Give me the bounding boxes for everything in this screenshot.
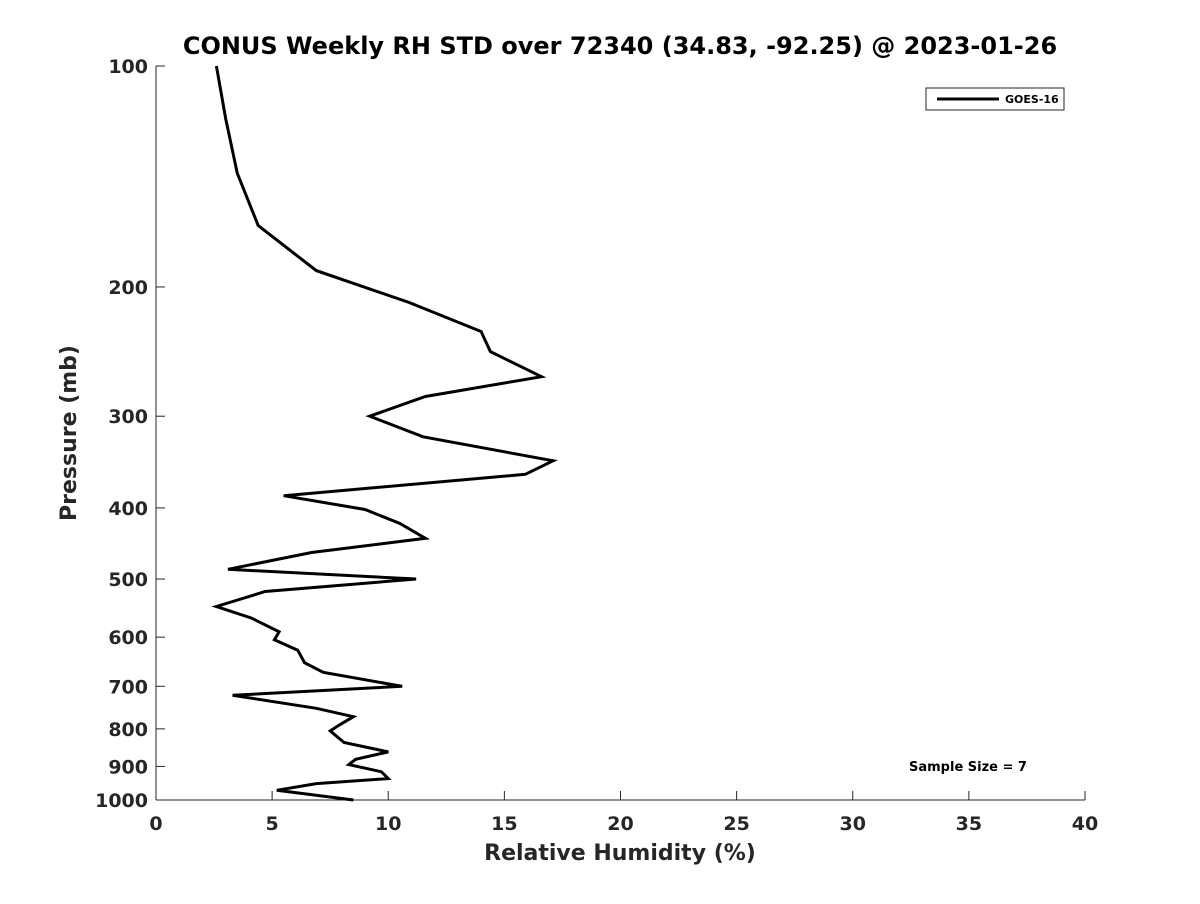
x-axis-label: Relative Humidity (%) [484, 841, 756, 866]
series-line-goes-16 [211, 65, 558, 802]
y-tick-label: 200 [108, 277, 148, 299]
sample-size-annotation: Sample Size = 7 [909, 760, 1027, 775]
x-tick-label: 20 [607, 813, 633, 835]
legend-label-goes-16: GOES-16 [1005, 93, 1059, 106]
y-tick-label: 100 [108, 56, 148, 78]
x-tick-label: 0 [149, 813, 162, 835]
x-tick-label: 35 [956, 813, 982, 835]
x-ticks: 0 5 10 15 20 25 30 35 40 [149, 791, 1098, 835]
y-tick-label: 800 [108, 719, 148, 741]
series-layer [211, 65, 558, 802]
x-tick-label: 5 [266, 813, 279, 835]
y-tick-label: 600 [108, 627, 148, 649]
y-tick-label: 300 [108, 406, 148, 428]
y-tick-label: 400 [108, 498, 148, 520]
y-tick-label: 500 [108, 569, 148, 591]
x-tick-label: 30 [840, 813, 866, 835]
x-tick-label: 15 [491, 813, 517, 835]
x-tick-label: 40 [1072, 813, 1098, 835]
chart-title: CONUS Weekly RH STD over 72340 (34.83, -… [183, 32, 1057, 60]
y-ticks: 100 200 300 400 500 600 700 800 900 1000 [95, 56, 165, 812]
y-axis-label: Pressure (mb) [57, 345, 82, 521]
legend: GOES-16 [925, 87, 1065, 111]
y-tick-label: 1000 [95, 790, 148, 812]
axes [155, 66, 1085, 801]
y-tick-label: 900 [108, 756, 148, 778]
x-tick-label: 25 [723, 813, 749, 835]
x-tick-label: 10 [375, 813, 401, 835]
y-tick-label: 700 [108, 676, 148, 698]
